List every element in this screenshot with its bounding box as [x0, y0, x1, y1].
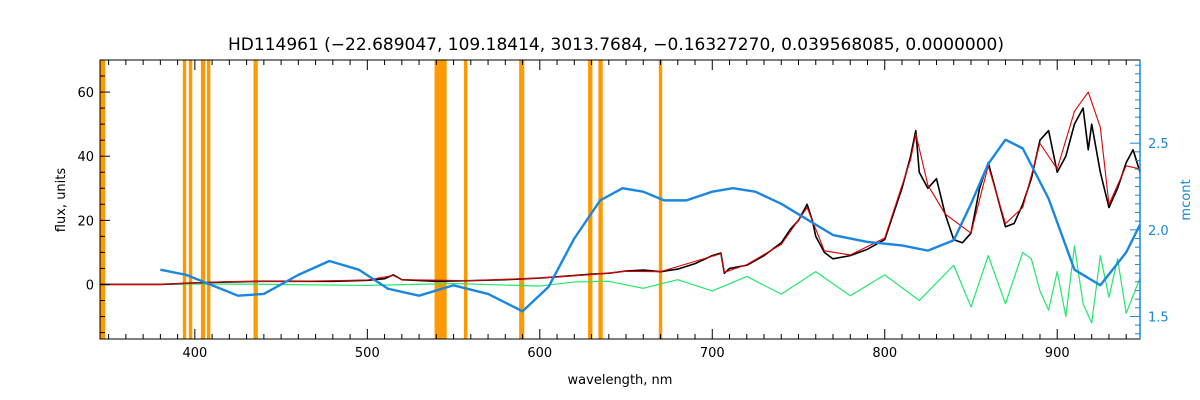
y2-axis-label: mcont: [1179, 179, 1194, 220]
y2-tick-label-2.5: 2.5: [1148, 137, 1169, 152]
masked-band-4: [206, 60, 211, 339]
masked-band-3: [200, 60, 206, 339]
masked-band-7: [463, 60, 468, 339]
y-tick-label-0: 0: [86, 278, 94, 293]
y-tick-label-60: 60: [77, 86, 94, 101]
x-tick-label-500: 500: [355, 346, 380, 361]
y2-tick-label-1.5: 1.5: [1148, 310, 1169, 325]
masked-band-5: [253, 60, 258, 339]
x-tick-label-700: 700: [700, 346, 725, 361]
series-line-observed: [100, 107, 1141, 286]
x-tick-label-600: 600: [527, 346, 552, 361]
y-axis-label: flux, units: [54, 168, 69, 233]
masked-band-1: [182, 60, 187, 339]
masked-band-2: [188, 60, 193, 339]
series-line-residual: [160, 245, 1141, 324]
y-axis-ticks: 0 20 40 60: [77, 59, 110, 334]
y2-tick-label-2: 2.0: [1148, 224, 1169, 239]
masked-band-0: [100, 60, 106, 339]
series-line-mcont: [160, 138, 1142, 313]
masked-band-9: [588, 60, 593, 339]
y-tick-label-20: 20: [77, 214, 94, 229]
masked-band-8: [519, 60, 525, 339]
masked-band-6: [434, 60, 447, 339]
masked-bands: [100, 60, 663, 339]
series-line-model: [100, 91, 1141, 286]
x-tick-label-900: 900: [1045, 346, 1070, 361]
plot-lines: [100, 91, 1142, 324]
y-tick-label-40: 40: [77, 150, 94, 165]
x-tick-label-400: 400: [182, 346, 207, 361]
x-axis-label: wavelength, nm: [568, 373, 673, 388]
x-axis-ticks: 400 500 600 700 800 900: [108, 60, 1127, 361]
x-tick-label-800: 800: [872, 346, 897, 361]
y2-axis-ticks: 1.5 2.0 2.5: [1130, 64, 1169, 335]
chart-title: HD114961 (−22.689047, 109.18414, 3013.76…: [228, 35, 1004, 55]
